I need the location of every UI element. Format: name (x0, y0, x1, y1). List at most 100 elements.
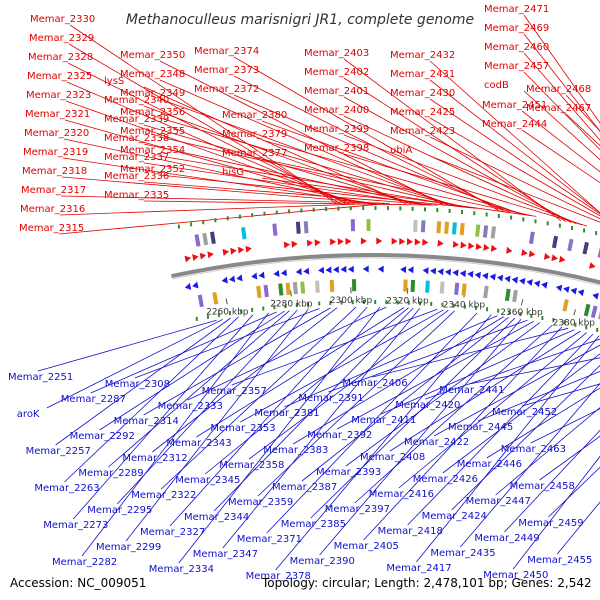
reverse-gene-label: Memar_2327 (140, 527, 205, 538)
rna-tick (295, 303, 298, 308)
rna-tick (508, 310, 511, 315)
rna-tick (240, 309, 243, 314)
reverse-label-connector (187, 306, 387, 401)
reverse-gene-arrow (295, 268, 302, 276)
forward-gene-label: Memar_2373 (194, 65, 259, 76)
reverse-gene-arrow (459, 270, 466, 278)
cog-box (528, 231, 535, 245)
reverse-gene-arrow (467, 270, 474, 278)
forward-label-connector (61, 176, 374, 204)
reverse-label-connector (363, 326, 563, 541)
forward-gene-arrow (551, 254, 558, 262)
reverse-label-connector (240, 309, 444, 423)
forward-gene-arrow (245, 245, 252, 253)
forward-gene-label: Memar_2374 (194, 46, 259, 57)
forward-gene-label: Memar_2317 (21, 185, 86, 196)
forward-gene-label: Memar_2349 (120, 88, 185, 99)
rna-tick (583, 228, 586, 233)
forward-gene-arrow (314, 239, 321, 247)
reverse-label-connector (319, 319, 522, 556)
reverse-gene-label: Memar_2387 (272, 482, 337, 493)
reverse-gene-arrow (229, 275, 236, 283)
rna-tick (585, 325, 588, 330)
rna-tick (441, 302, 444, 307)
reverse-label-connector (231, 308, 438, 386)
reverse-gene-label: Memar_2383 (263, 445, 328, 456)
reverse-gene-arrow (519, 277, 526, 285)
forward-label-connector (233, 56, 500, 212)
reverse-gene-label: Memar_2455 (527, 555, 592, 566)
forward-gene-arrow (521, 249, 528, 256)
forward-label-connector (60, 195, 380, 204)
cog-box (413, 219, 418, 232)
forward-label-connector (69, 24, 337, 204)
reverse-label-connector (398, 332, 587, 489)
reverse-gene-label: Memar_2322 (131, 490, 196, 501)
forward-gene-arrow (452, 240, 459, 248)
forward-gene-label: Memar_2339 (104, 114, 169, 125)
forward-gene-label: Memar_2316 (20, 204, 85, 215)
reverse-label-connector (521, 383, 600, 407)
forward-label-connector (429, 155, 600, 223)
forward-label-connector (343, 58, 562, 222)
cog-box (278, 283, 284, 296)
reverse-gene-label: Memar_2441 (439, 385, 504, 396)
reverse-gene-label: Memar_2426 (413, 474, 478, 485)
forward-gene-arrow (222, 248, 229, 256)
rna-tick (362, 206, 365, 210)
reverse-gene-label: Memar_2257 (26, 446, 91, 457)
reverse-gene-label: Memar_2314 (114, 416, 179, 427)
forward-gene-label: ubiA (390, 145, 412, 156)
cog-box (490, 226, 497, 239)
rna-tick (229, 311, 231, 316)
cog-box (420, 220, 426, 233)
reverse-gene-label: Memar_2458 (510, 481, 575, 492)
forward-gene-arrow (306, 239, 314, 247)
cog-box (454, 282, 460, 295)
rna-tick (251, 213, 254, 218)
reverse-label-connector (381, 329, 575, 415)
reverse-label-connector (90, 311, 277, 394)
forward-gene-label: Memar_2352 (120, 164, 185, 175)
reverse-gene-label: Memar_2308 (105, 379, 170, 390)
rna-tick (284, 304, 287, 309)
cog-box (272, 223, 278, 236)
forward-gene-label: Memar_2460 (484, 42, 549, 53)
forward-gene-label: Memar_2348 (120, 69, 185, 80)
forward-label-connector (143, 162, 428, 205)
cog-box (590, 305, 598, 319)
forward-label-connector (261, 120, 521, 215)
forward-gene-label: Memar_2323 (26, 90, 91, 101)
reverse-gene-arrow (489, 273, 496, 281)
forward-gene-arrow (483, 243, 490, 251)
reverse-gene-arrow (340, 265, 347, 273)
cog-box (436, 221, 442, 234)
reverse-gene-label: Memar_2353 (210, 423, 275, 434)
forward-gene-arrow (414, 238, 421, 246)
reverse-gene-arrow (592, 292, 599, 300)
reverse-gene-arrow (504, 275, 511, 283)
rna-tick (452, 303, 455, 308)
cog-box (285, 282, 291, 295)
scale-label: 2380 kbp (553, 318, 596, 328)
reverse-label-connector (204, 307, 409, 475)
reverse-gene-arrow (318, 266, 325, 274)
forward-gene-label: Memar_2468 (526, 84, 591, 95)
forward-gene-arrow (399, 237, 406, 245)
forward-label-connector (261, 177, 537, 217)
forward-gene-label: Memar_2325 (27, 71, 92, 82)
cog-box (583, 303, 591, 317)
reverse-gene-label: Memar_2416 (369, 489, 434, 500)
backbone-shadow (171, 257, 600, 286)
reverse-gene-label: Memar_2422 (404, 437, 469, 448)
cog-box (241, 227, 247, 240)
forward-label-connector (565, 113, 600, 147)
forward-label-connector (159, 155, 472, 209)
forward-gene-arrow (543, 252, 551, 260)
cog-box (444, 221, 450, 234)
forward-label-connector (429, 136, 600, 220)
forward-gene-label: Memar_2471 (484, 4, 549, 15)
forward-label-connector (261, 139, 526, 216)
forward-gene-arrow (406, 238, 413, 246)
